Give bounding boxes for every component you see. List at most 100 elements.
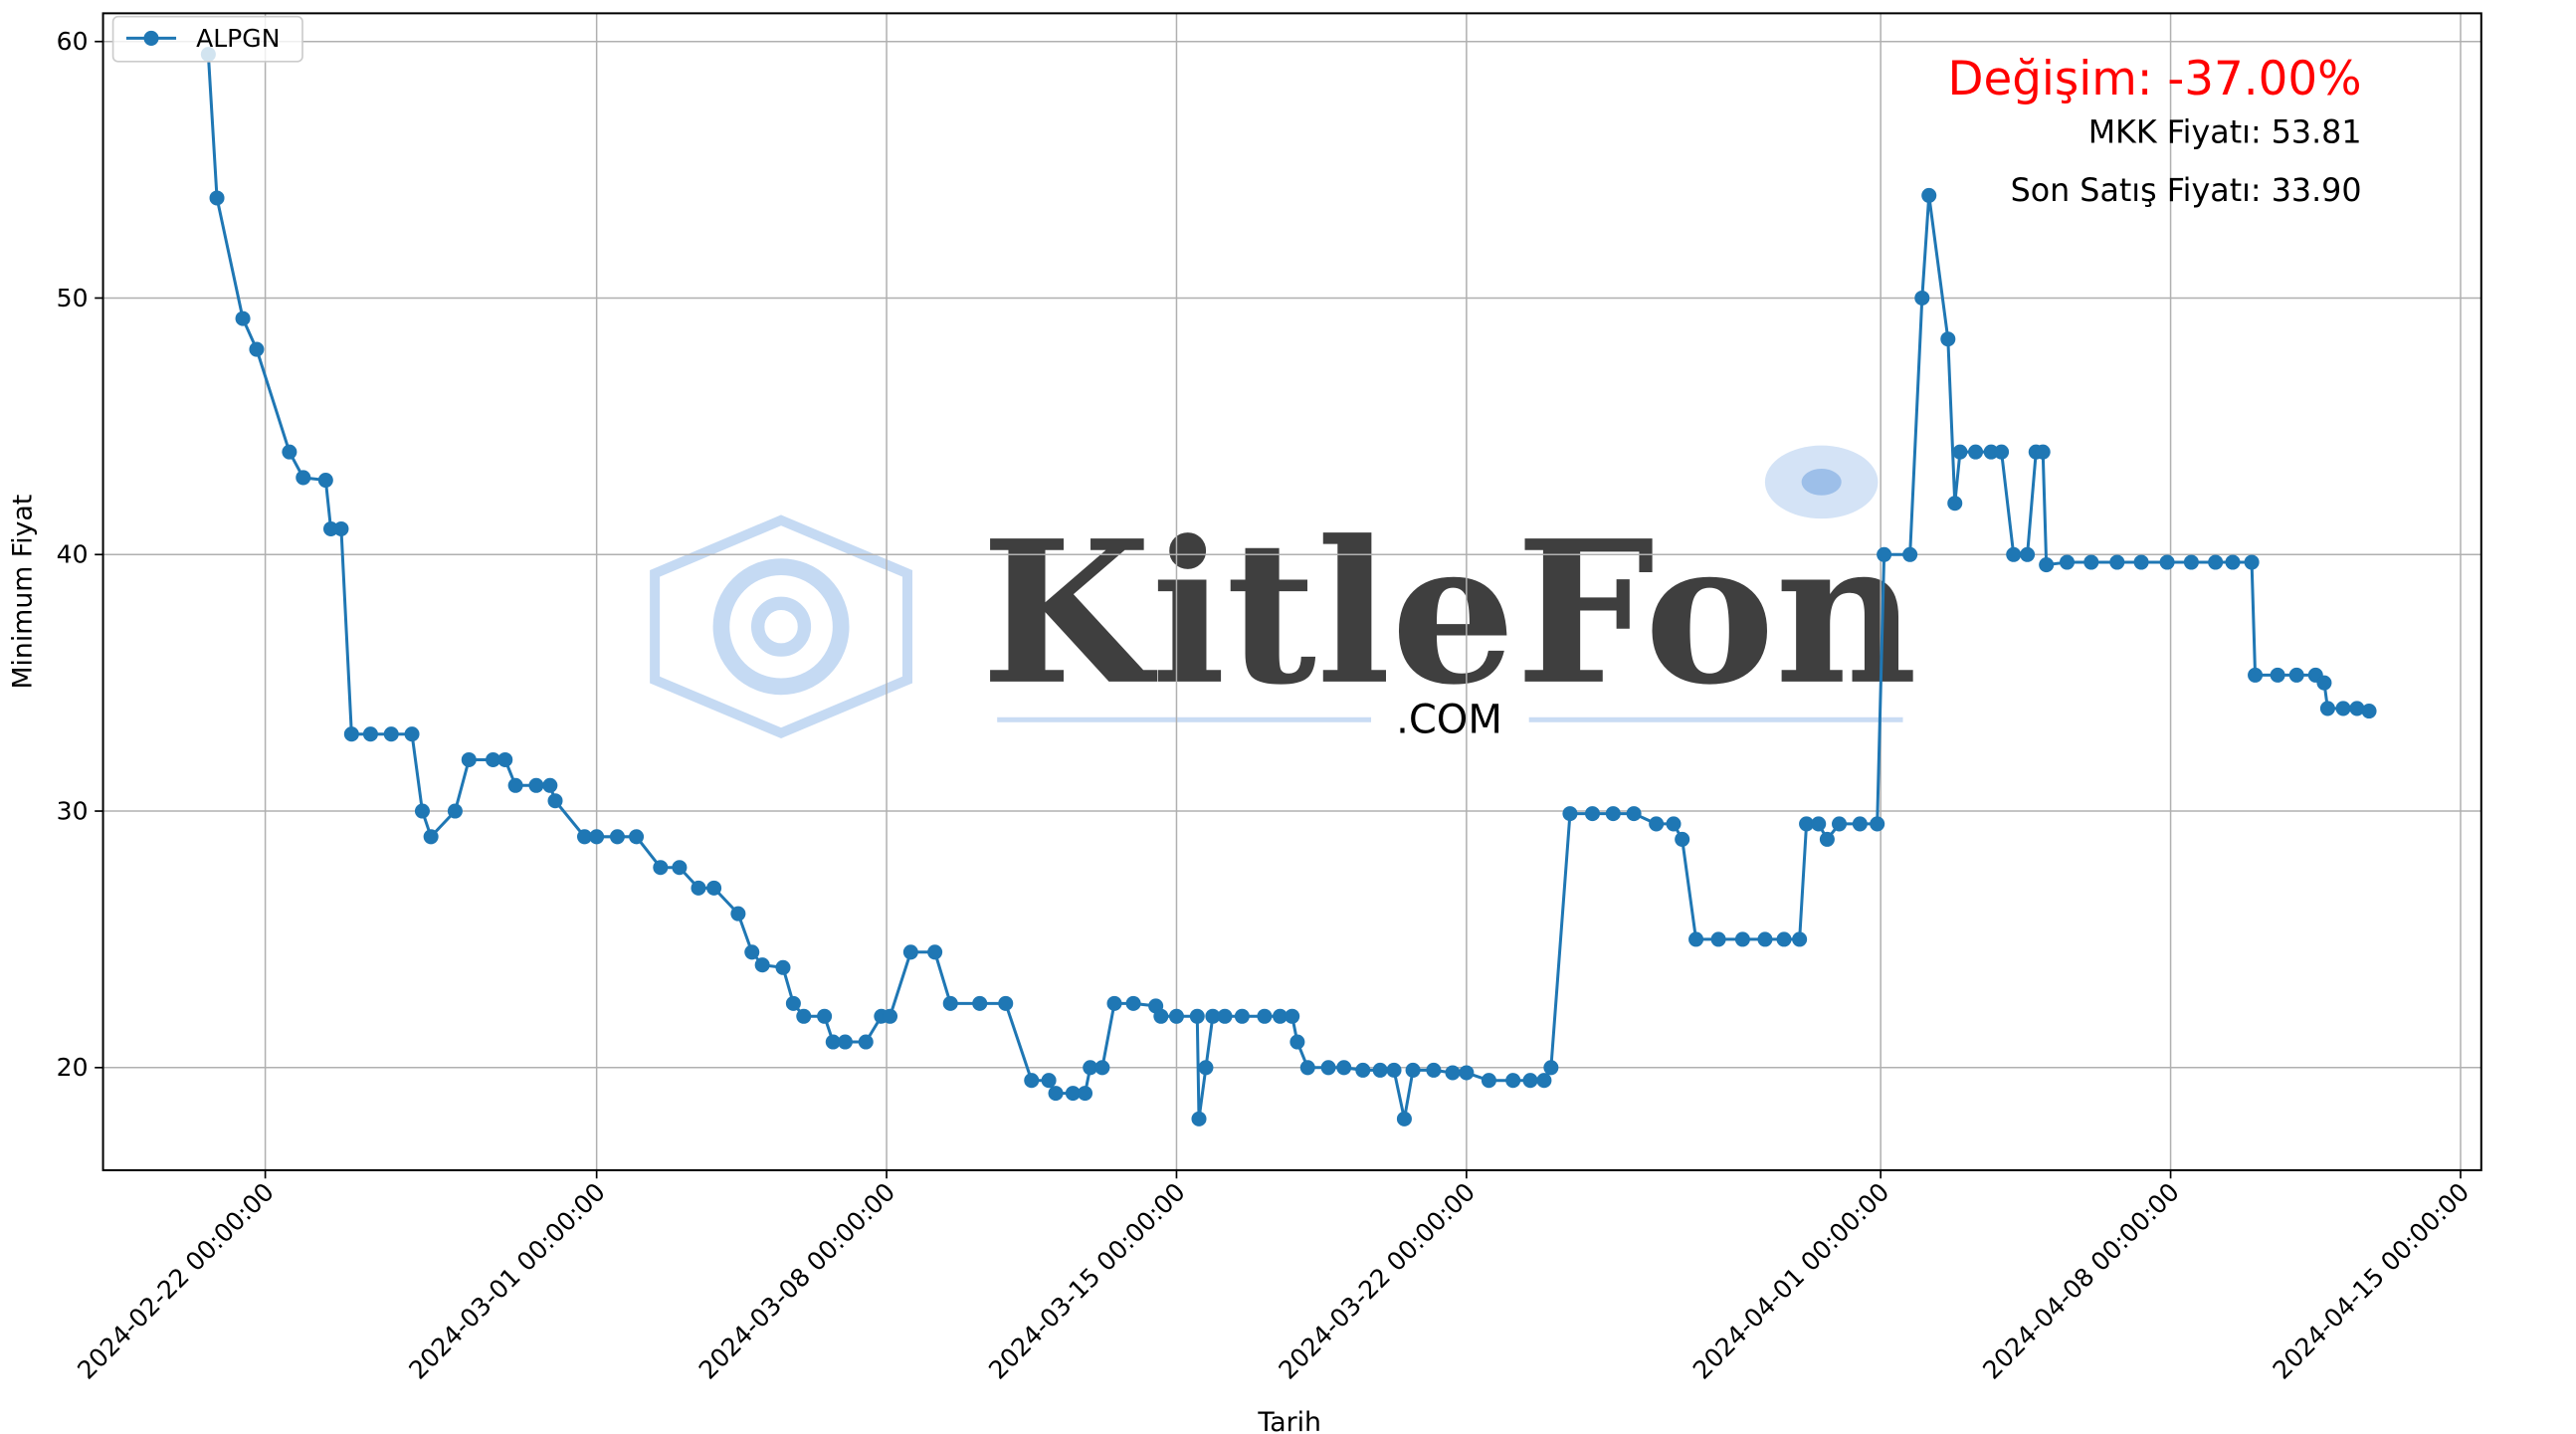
data-point xyxy=(447,803,463,819)
data-point xyxy=(1522,1073,1538,1089)
series-line xyxy=(206,54,2370,1120)
data-point xyxy=(296,470,311,486)
legend-label: ALPGN xyxy=(196,24,280,53)
data-point xyxy=(1336,1060,1352,1076)
annotation: Son Satış Fiyatı: 33.90 xyxy=(2011,173,2362,209)
data-point xyxy=(1584,806,1601,822)
data-point xyxy=(1125,995,1141,1011)
data-point xyxy=(883,1008,898,1024)
data-point xyxy=(1675,831,1690,847)
data-point xyxy=(589,829,605,845)
data-point xyxy=(1505,1073,1521,1089)
data-point xyxy=(1189,1008,1205,1024)
data-point xyxy=(1626,806,1642,822)
data-point xyxy=(1372,1062,1388,1078)
watermark-text: KitleFon xyxy=(981,499,1917,728)
data-point xyxy=(1257,1008,1273,1024)
data-point xyxy=(817,1008,833,1024)
data-point xyxy=(1734,931,1750,947)
data-point xyxy=(1065,1086,1081,1102)
data-point xyxy=(1776,931,1792,947)
legend: ALPGN xyxy=(111,15,303,63)
data-point xyxy=(1396,1111,1412,1127)
y-axis-label: Minimum Fiyat xyxy=(8,495,39,690)
data-point xyxy=(1536,1073,1552,1089)
data-point xyxy=(2244,554,2260,570)
data-point xyxy=(2133,554,2149,570)
data-point xyxy=(1191,1111,1207,1127)
x-axis-label: Tarih xyxy=(1257,1407,1321,1434)
data-point xyxy=(1688,931,1704,947)
data-point xyxy=(1285,1008,1300,1024)
data-point xyxy=(1666,816,1682,832)
data-point xyxy=(576,829,593,845)
data-point xyxy=(1757,931,1773,947)
data-point xyxy=(1952,444,1968,460)
data-point xyxy=(2270,667,2285,683)
data-point xyxy=(1048,1086,1064,1102)
data-point xyxy=(249,341,265,357)
data-point xyxy=(706,880,722,896)
watermark: KitleFon .COM xyxy=(650,445,1917,743)
data-point xyxy=(1289,1034,1305,1050)
data-point xyxy=(785,995,801,1011)
y-tick-label: 50 xyxy=(57,284,89,312)
y-tick-label: 40 xyxy=(57,540,89,569)
data-point xyxy=(1024,1073,1040,1089)
data-point xyxy=(1106,995,1122,1011)
data-point xyxy=(1198,1060,1214,1076)
data-point xyxy=(333,520,349,537)
data-point xyxy=(282,444,297,460)
data-point xyxy=(1426,1062,1442,1078)
data-point xyxy=(837,1034,853,1050)
data-point xyxy=(825,1034,841,1050)
data-point xyxy=(942,995,958,1011)
data-point xyxy=(1811,816,1827,832)
data-point xyxy=(528,777,544,793)
data-point xyxy=(754,957,770,973)
data-point xyxy=(1902,546,1918,562)
data-point xyxy=(1832,816,1848,832)
data-point xyxy=(1459,1065,1475,1081)
data-point xyxy=(629,829,645,845)
data-point xyxy=(2349,701,2365,717)
y-tick-label: 30 xyxy=(57,796,89,825)
data-point xyxy=(1940,331,1956,347)
data-point xyxy=(1386,1062,1402,1078)
data-point xyxy=(1405,1062,1421,1078)
data-point xyxy=(1083,1060,1098,1076)
data-point xyxy=(2361,703,2377,719)
y-tick-label: 60 xyxy=(57,27,89,56)
data-point xyxy=(2006,546,2022,562)
data-point xyxy=(1968,444,1984,460)
legend-box xyxy=(111,15,303,63)
data-point xyxy=(902,944,918,960)
data-point xyxy=(404,726,420,742)
data-point xyxy=(1041,1073,1057,1089)
data-point xyxy=(1994,444,2010,460)
data-point xyxy=(383,726,399,742)
data-point xyxy=(1299,1060,1315,1076)
data-point xyxy=(2035,444,2051,460)
data-point xyxy=(1217,1008,1233,1024)
data-point xyxy=(547,793,563,809)
data-point xyxy=(744,944,760,960)
data-point xyxy=(1168,1008,1184,1024)
data-point xyxy=(691,880,706,896)
y-tick-label: 20 xyxy=(57,1053,89,1082)
data-point xyxy=(730,906,746,922)
annotation: Değişim: -37.00% xyxy=(1947,53,2361,106)
data-point xyxy=(1819,831,1835,847)
data-point xyxy=(461,751,477,767)
data-point xyxy=(2288,667,2304,683)
data-point xyxy=(2059,554,2076,570)
data-point xyxy=(323,520,339,537)
data-point xyxy=(1273,1008,1288,1024)
data-point xyxy=(1153,1008,1169,1024)
data-point xyxy=(1320,1060,1336,1076)
data-point xyxy=(2225,554,2241,570)
data-point xyxy=(1792,931,1808,947)
data-point xyxy=(2248,667,2264,683)
